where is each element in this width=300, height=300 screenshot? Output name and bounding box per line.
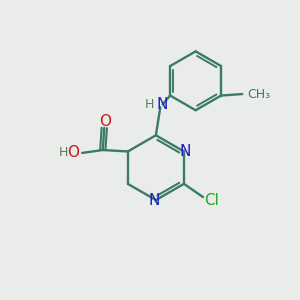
Text: O: O	[99, 114, 111, 129]
Text: O: O	[67, 146, 79, 160]
Text: N: N	[180, 144, 191, 159]
Text: H: H	[144, 98, 154, 111]
Text: H: H	[58, 146, 68, 159]
Text: N: N	[157, 97, 168, 112]
Text: CH₃: CH₃	[247, 88, 270, 100]
Text: Cl: Cl	[205, 193, 219, 208]
Text: N: N	[149, 193, 160, 208]
